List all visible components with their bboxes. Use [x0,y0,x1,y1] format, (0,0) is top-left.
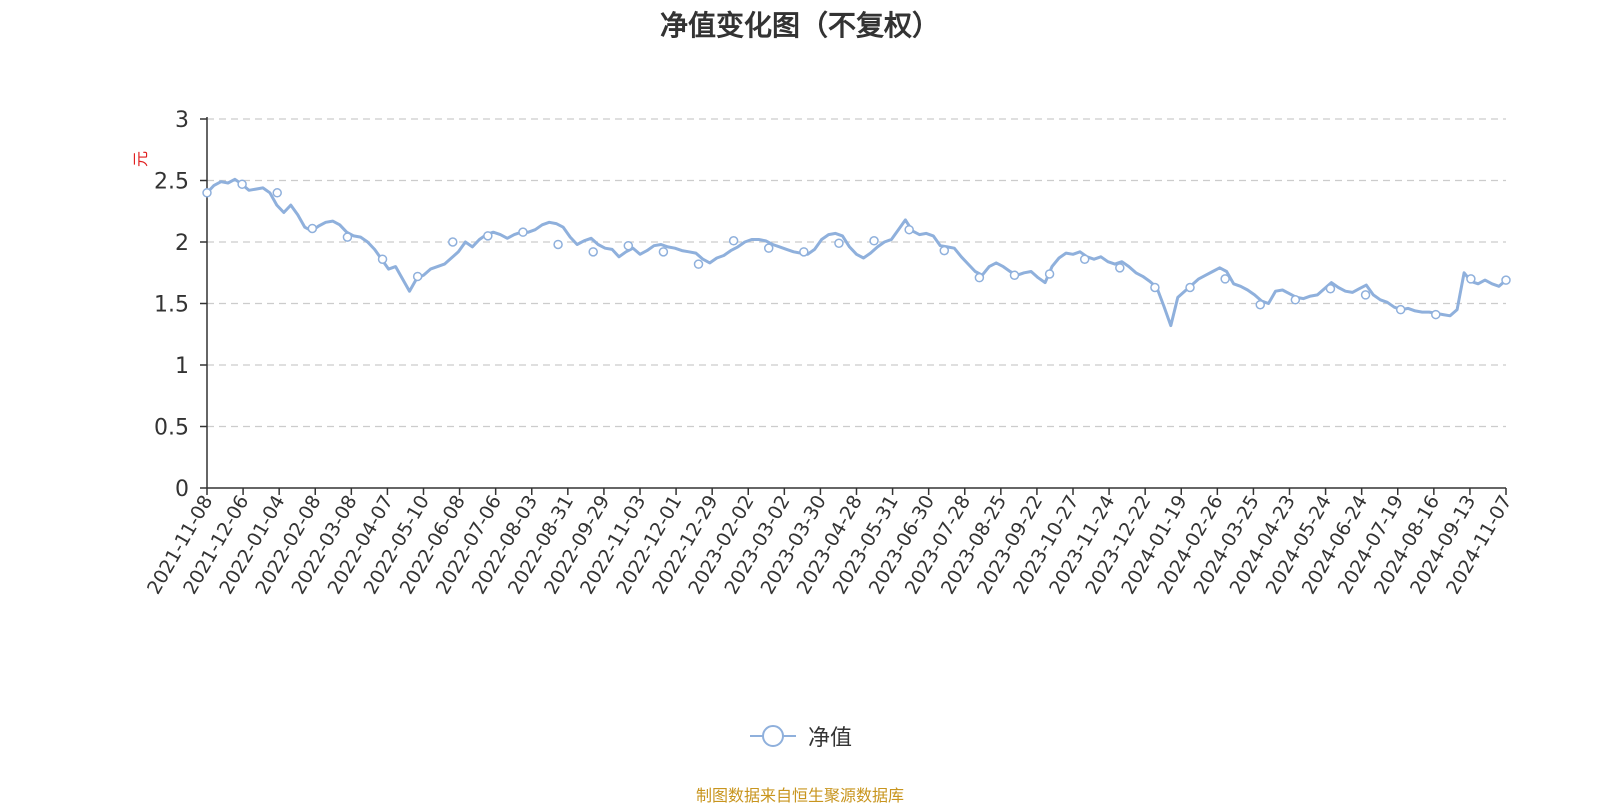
data-point [728,236,739,246]
axes [200,117,1507,495]
data-point [1009,270,1020,280]
data-point [1079,254,1090,264]
data-point [342,232,353,242]
y-axis-label: 元 [131,151,150,167]
data-point [1290,295,1301,305]
data-point [693,259,704,269]
circle-line-icon [749,725,796,747]
data-point [799,247,809,257]
y-tick-label: 3 [175,108,189,133]
data-point [1325,283,1336,294]
data-point [1115,263,1125,273]
y-tick-labels: 0 0.5 1 1.5 2 2.5 3 [154,108,189,502]
data-point [834,238,844,248]
data-point [1431,309,1441,320]
data-point [272,188,282,198]
data-point [237,179,247,189]
chart-title: 净值变化图（不复权） [659,9,940,42]
series-net-value [205,177,1507,328]
legend[interactable]: 净值 [0,720,1600,752]
grid-lines [207,118,1506,428]
y-tick-label: 0 [175,477,189,502]
data-point [658,247,669,257]
data-point [588,247,598,257]
data-point [1255,299,1265,310]
data-point [307,223,318,234]
data-point [974,272,985,283]
data-point [518,227,528,237]
series-line [205,177,1507,328]
legend-label: 净值 [807,726,852,751]
y-tick-label: 2.5 [154,170,189,195]
data-point [623,240,634,251]
y-tick-label: 0.5 [154,416,189,441]
data-point [483,231,493,241]
data-point [869,236,879,246]
data-point [1360,290,1371,300]
data-point [1220,274,1230,284]
x-tick-labels: 2021-11-082021-12-062022-01-042022-02-08… [143,491,1516,598]
series-markers [202,179,1511,320]
data-point [377,254,388,264]
data-point [939,245,950,256]
y-tick-label: 1.5 [154,293,189,318]
source-note: 制图数据来自恒生聚源数据库 [695,786,904,805]
data-point [1501,275,1511,285]
data-point [1150,282,1160,293]
data-point [553,239,563,250]
y-tick-label: 1 [175,354,189,379]
data-point [412,271,423,282]
data-point [904,224,914,235]
data-point [202,188,212,198]
data-point [1466,274,1476,284]
data-point [1044,269,1055,279]
data-point [763,243,774,253]
y-tick-label: 2 [175,231,189,256]
data-point [1185,282,1195,293]
data-point [448,237,458,247]
data-point [1395,304,1406,315]
